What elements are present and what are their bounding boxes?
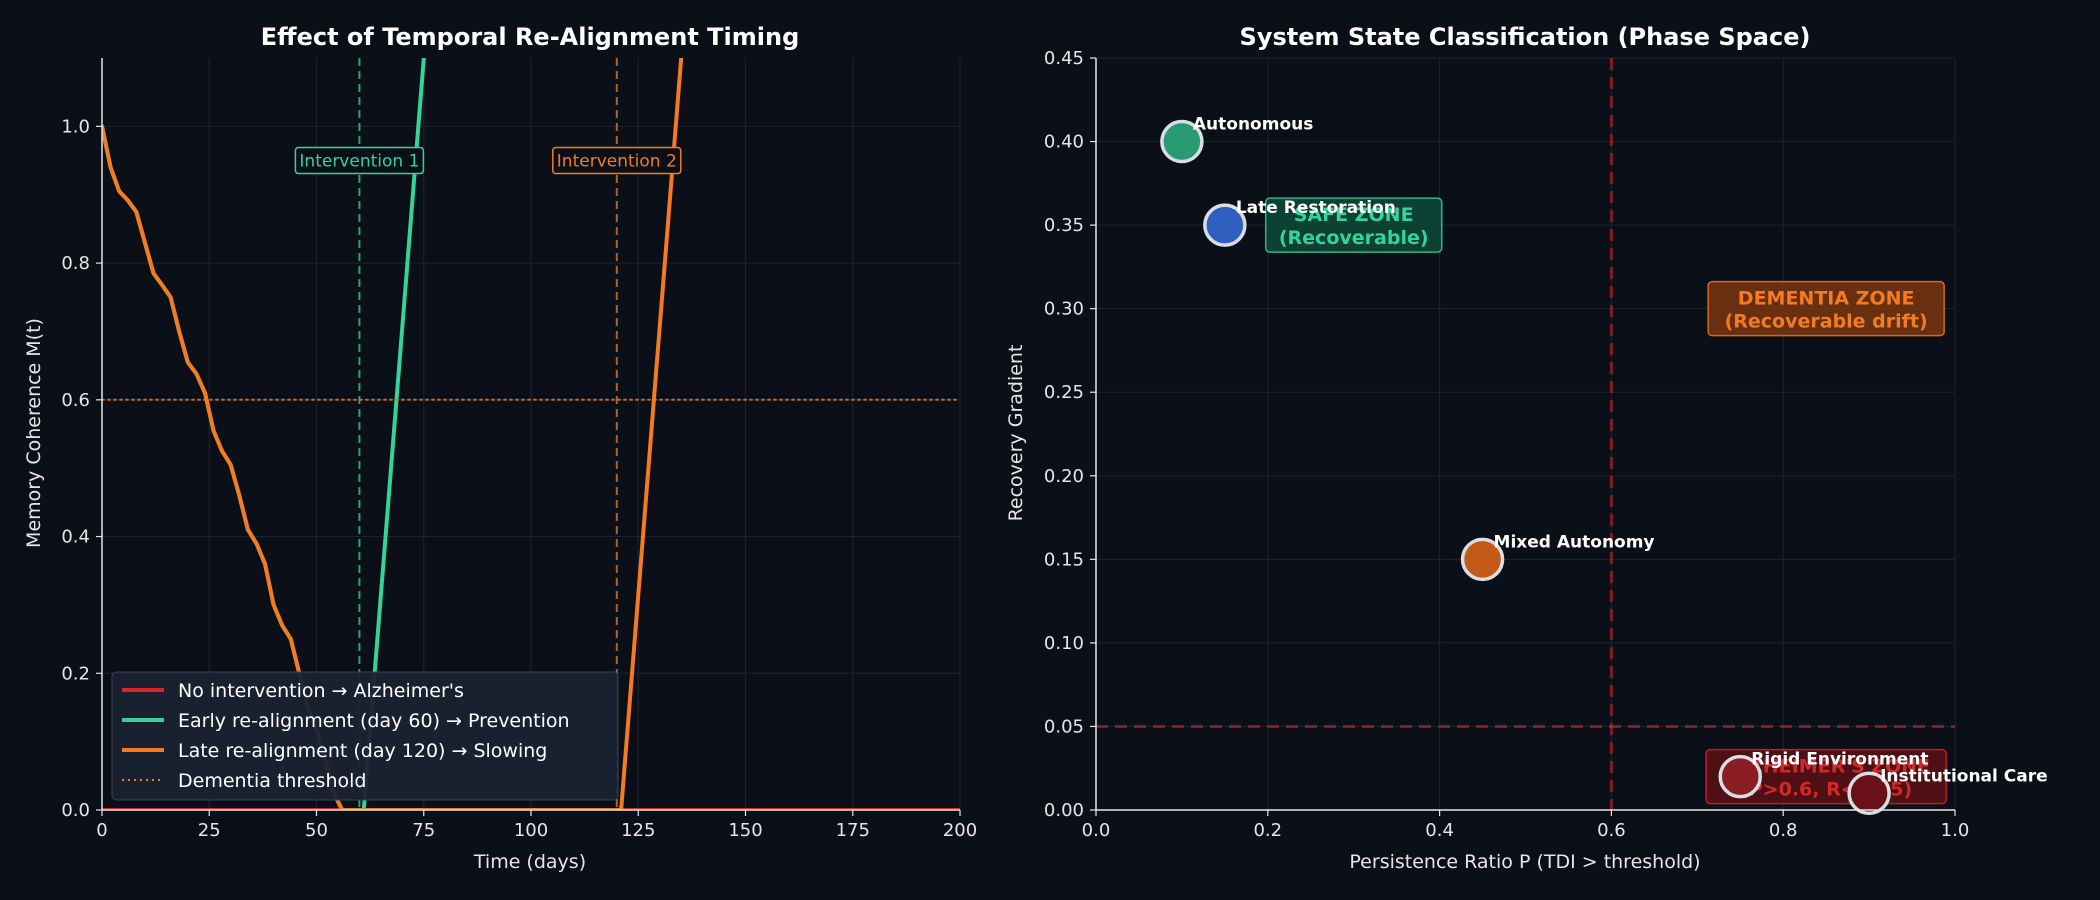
phase-y-tick-label: 0.15 — [1044, 549, 1084, 570]
state-point-1 — [1160, 119, 1204, 164]
state-point-label-3: Mixed Autonomy — [1494, 532, 1655, 552]
state-point-label-1: Autonomous — [1193, 115, 1313, 135]
timing-y-tick-label: 0.4 — [61, 527, 90, 548]
phase-space-chart-x-axis-label: Persistence Ratio P (TDI > threshold) — [1349, 851, 1700, 873]
phase-y-tick-label: 0.25 — [1044, 382, 1084, 403]
timing-y-tick-label: 0.6 — [61, 390, 90, 411]
dementia-zone-label-box — [1707, 280, 1945, 337]
phase-x-tick-label: 0.4 — [1425, 820, 1454, 841]
timing-y-tick-label: 0.8 — [61, 253, 90, 274]
timing-chart-y-axis-label: Memory Coherence M(t) — [23, 318, 45, 548]
timing-x-tick-label: 200 — [943, 820, 977, 841]
timing-y-tick-label: 0.0 — [61, 800, 90, 821]
timing-chart-axes: 0 25 50 75 100 125 150 175 200 0.0 0.2 0.4 0.6 0.8 1.0 — [61, 58, 977, 841]
legend-label-4: Dementia threshold — [178, 770, 366, 792]
timing-x-tick-label: 125 — [621, 820, 655, 841]
state-point-3 — [1460, 537, 1505, 582]
state-point-2 — [1203, 203, 1247, 247]
timing-x-tick-label: 100 — [514, 820, 548, 841]
timing-x-tick-label: 175 — [836, 820, 870, 841]
timing-x-tick-label: 75 — [412, 820, 435, 841]
timing-x-tick-label: 50 — [305, 820, 328, 841]
phase-space-chart-title: System State Classification (Phase Space… — [1240, 23, 1811, 51]
timing-x-tick-label: 150 — [728, 820, 762, 841]
phase-x-tick-label: 0.0 — [1082, 820, 1111, 841]
phase-y-tick-label: 0.10 — [1044, 633, 1084, 654]
intervention-label-box-2 — [552, 146, 682, 175]
timing-chart-title: Effect of Temporal Re-Alignment Timing — [261, 23, 800, 51]
dementia-zone-label-line-2: (Recoverable drift) — [1725, 311, 1928, 333]
legend-label-2: Early re-alignment (day 60) → Prevention — [178, 710, 570, 732]
phase-space-chart-plot-area: SAFE ZONE(Recoverable) DEMENTIA ZONE(Reco… — [1096, 58, 2048, 816]
legend-label-3: Late re-alignment (day 120) → Slowing — [178, 740, 547, 762]
dementia-zone-label-line-1: DEMENTIA ZONE — [1738, 288, 1915, 310]
phase-y-tick-label: 0.00 — [1044, 800, 1084, 821]
timing-chart-legend: No intervention → Alzheimer's Early re-al… — [111, 671, 619, 801]
state-point-label-5: Institutional Care — [1880, 766, 2048, 786]
phase-y-tick-label: 0.45 — [1044, 48, 1084, 69]
phase-y-tick-label: 0.30 — [1044, 299, 1084, 320]
safe-zone-label-box — [1264, 197, 1443, 253]
alzheimers-zone-label-line-1: ALZHEIMER'S ZONE — [1722, 756, 1930, 778]
phase-space-chart: System State Classification (Phase Space… — [1005, 23, 2048, 873]
phase-space-chart-y-axis-label: Recovery Gradient — [1005, 345, 1027, 522]
phase-x-tick-label: 1.0 — [1941, 820, 1970, 841]
state-point-label-4: Rigid Environment — [1751, 750, 1928, 770]
phase-x-tick-label: 0.6 — [1597, 820, 1626, 841]
phase-y-tick-label: 0.20 — [1044, 466, 1084, 487]
timing-x-tick-label: 0 — [96, 820, 107, 841]
intervention-label-1: Intervention 1 — [299, 152, 419, 172]
legend-label-1: No intervention → Alzheimer's — [178, 680, 464, 702]
timing-chart: Effect of Temporal Re-Alignment Timing I… — [23, 23, 977, 873]
state-point-label-2: Late Restoration — [1236, 198, 1396, 218]
phase-y-tick-label: 0.40 — [1044, 132, 1084, 153]
safe-zone-label-line-2: (Recoverable) — [1279, 227, 1429, 249]
phase-y-tick-label: 0.35 — [1044, 215, 1084, 236]
timing-x-tick-label: 25 — [198, 820, 221, 841]
intervention-label-2: Intervention 2 — [557, 152, 677, 172]
timing-chart-x-axis-label: Time (days) — [473, 851, 586, 873]
safe-zone-label-line-1: SAFE ZONE — [1294, 204, 1414, 226]
state-point-4 — [1718, 754, 1762, 799]
state-point-5 — [1847, 771, 1891, 816]
phase-x-tick-label: 0.8 — [1769, 820, 1798, 841]
intervention-label-box-1 — [294, 146, 425, 175]
timing-y-tick-label: 0.2 — [61, 663, 90, 684]
phase-y-tick-label: 0.05 — [1044, 716, 1084, 737]
timing-y-tick-label: 1.0 — [61, 116, 90, 137]
phase-space-chart-axes: 0.0 0.2 0.4 0.6 0.8 1.0 0.00 0.05 0.10 0.15 0.20 0.… — [1044, 48, 1969, 841]
phase-x-tick-label: 0.2 — [1253, 820, 1282, 841]
legend-box — [111, 671, 619, 801]
